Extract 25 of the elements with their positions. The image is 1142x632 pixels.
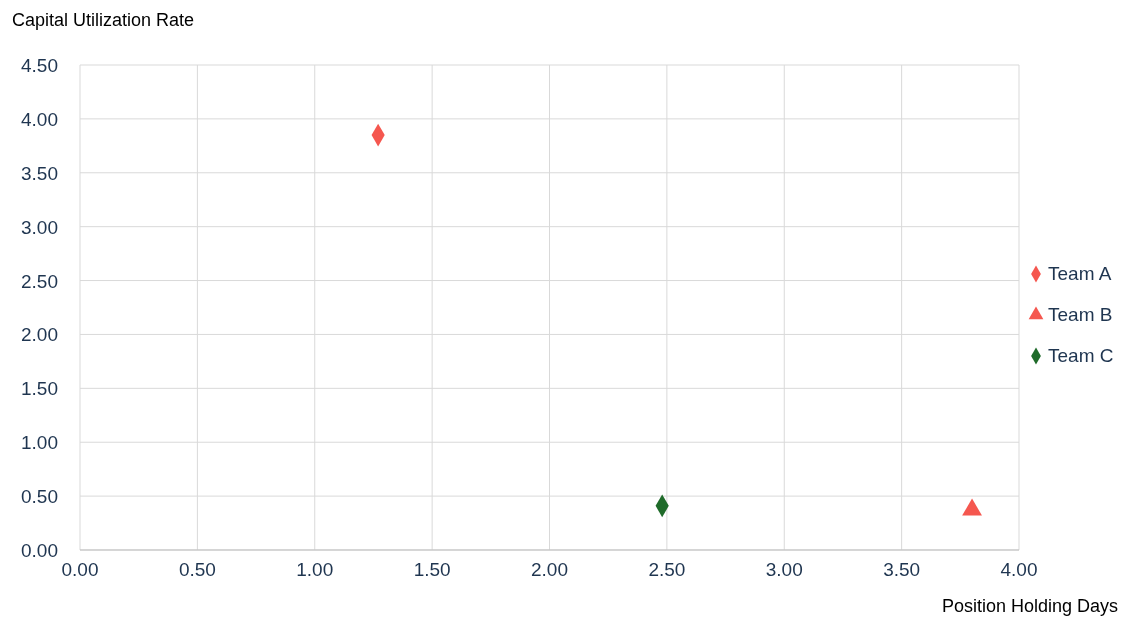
y-tick-label: 1.50	[21, 378, 58, 400]
x-tick-label: 3.00	[765, 559, 803, 580]
x-tick-label: 1.00	[296, 559, 334, 580]
x-tick-label: 0.00	[61, 559, 99, 580]
legend-label: Team C	[1048, 345, 1114, 366]
x-tick-label: 2.50	[648, 559, 686, 580]
y-tick-label: 3.50	[21, 162, 58, 184]
x-tick-label: 2.00	[531, 559, 568, 580]
x-tick-label: 3.50	[883, 559, 921, 580]
y-tick-label: 4.50	[21, 55, 58, 76]
y-tick-label: 3.00	[21, 216, 58, 238]
y-tick-label: 2.00	[21, 324, 58, 346]
x-axis-title: Position Holding Days	[941, 596, 1118, 616]
point	[962, 498, 982, 516]
y-axis-title: Capital Utilization Rate	[12, 10, 195, 30]
x-tick-label: 4.00	[1000, 559, 1038, 580]
y-tick-label: 1.00	[21, 432, 58, 454]
legend-label: Team A	[1048, 263, 1112, 284]
x-tick-label: 0.50	[178, 559, 216, 580]
y-tick-label: 0.50	[21, 486, 58, 508]
y-tick-label: 4.00	[21, 108, 58, 130]
y-tick-label: 2.50	[21, 270, 58, 292]
x-tick-label: 1.50	[413, 559, 451, 580]
y-tick-label: 0.00	[21, 540, 58, 561]
legend-label: Team B	[1048, 304, 1113, 325]
